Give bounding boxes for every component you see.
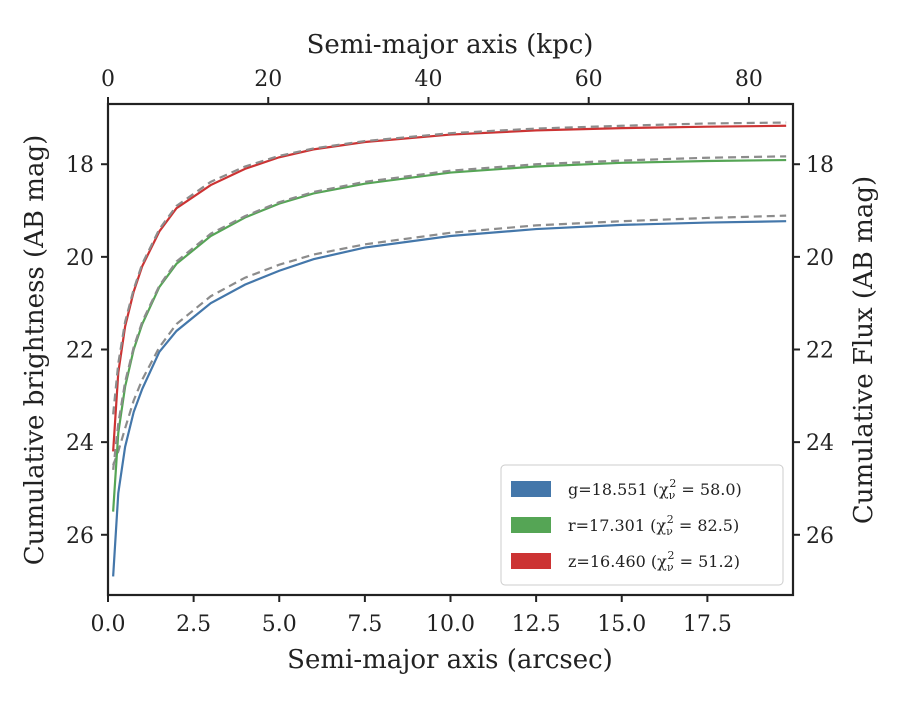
ticks: 0.0 2.5 5.0 7.5 10.0 12.5 15.0 17.5 0 20 40 60 80 18 1… xyxy=(66,67,834,637)
x-tick-label: 10.0 xyxy=(426,612,475,637)
legend-box xyxy=(500,464,784,586)
x-top-tick-label: 80 xyxy=(735,67,763,92)
x-top-tick-label: 0 xyxy=(101,67,115,92)
series-line-g xyxy=(112,220,787,577)
x-tick-label: 15.0 xyxy=(597,612,646,637)
fit-line-r xyxy=(112,155,787,471)
y-tick-label: 26 xyxy=(66,524,94,549)
curves xyxy=(112,121,787,577)
legend-label-g: g=18.551 (χν2 = 58.0) xyxy=(568,477,742,502)
y-right-tick-label: 26 xyxy=(806,524,834,549)
y-right-axis-title: Cumulative Flux (AB mag) xyxy=(849,176,879,524)
x-tick-label: 12.5 xyxy=(512,612,561,637)
x-axis-title: Semi-major axis (arcsec) xyxy=(287,645,613,675)
legend-label-z: z=16.460 (χν2 = 51.2) xyxy=(568,549,740,574)
y-tick-label: 20 xyxy=(66,246,94,271)
series-line-z xyxy=(112,124,787,452)
y-tick-label: 22 xyxy=(66,339,94,364)
y-right-tick-label: 20 xyxy=(806,246,834,271)
legend-label-r: r=17.301 (χν2 = 82.5) xyxy=(568,513,739,538)
series-line-r xyxy=(112,158,787,512)
x-top-tick-label: 20 xyxy=(254,67,282,92)
x-top-axis-title: Semi-major axis (kpc) xyxy=(307,30,594,60)
fit-line-z xyxy=(112,121,787,415)
legend: g=18.551 (χν2 = 58.0) r=17.301 (χν2 = 82.… xyxy=(500,464,784,586)
legend-swatch-z xyxy=(511,553,551,569)
x-top-tick-label: 60 xyxy=(575,67,603,92)
x-tick-label: 0.0 xyxy=(91,612,126,637)
x-tick-label: 7.5 xyxy=(347,612,382,637)
y-right-tick-label: 24 xyxy=(806,431,834,456)
y-right-tick-label: 22 xyxy=(806,339,834,364)
x-tick-label: 2.5 xyxy=(176,612,211,637)
fit-line-g xyxy=(112,214,787,466)
y-tick-label: 18 xyxy=(66,153,94,178)
legend-swatch-g xyxy=(511,481,551,497)
y-right-tick-label: 18 xyxy=(806,153,834,178)
x-tick-label: 5.0 xyxy=(262,612,297,637)
x-tick-label: 17.5 xyxy=(683,612,732,637)
y-axis-title: Cumulative brightness (AB mag) xyxy=(20,135,50,566)
x-top-tick-label: 40 xyxy=(414,67,442,92)
legend-swatch-r xyxy=(511,517,551,533)
y-tick-label: 24 xyxy=(66,431,94,456)
